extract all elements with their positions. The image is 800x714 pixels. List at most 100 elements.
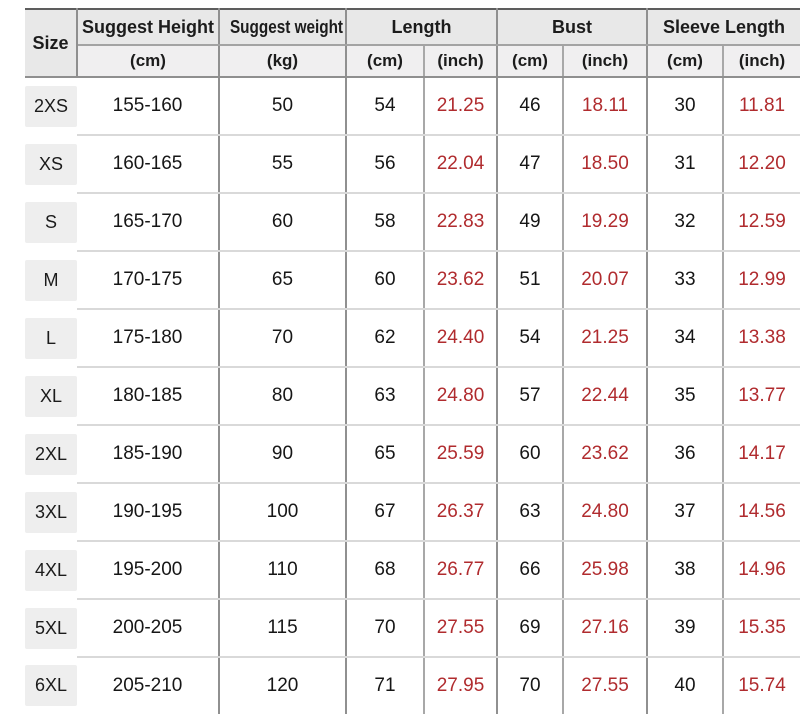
cell-height-cm: 200-205 bbox=[77, 599, 220, 658]
cell-length-inch: 25.59 bbox=[424, 425, 498, 484]
table-row: S 165-170 60 58 22.83 49 19.29 32 12.59 bbox=[25, 193, 800, 252]
cell-length-cm: 71 bbox=[346, 657, 425, 714]
size-chart-table: Size Suggest Height Suggest weight Lengt… bbox=[25, 8, 800, 714]
cell-length-cm: 56 bbox=[346, 135, 425, 194]
header-group-suggest-height: Suggest Height bbox=[77, 8, 220, 46]
cell-weight-kg: 60 bbox=[219, 193, 347, 252]
header-group-length: Length bbox=[346, 8, 498, 46]
cell-sleeve-cm: 32 bbox=[647, 193, 724, 252]
cell-length-cm: 70 bbox=[346, 599, 425, 658]
cell-sleeve-cm: 33 bbox=[647, 251, 724, 310]
cell-weight-kg: 70 bbox=[219, 309, 347, 368]
cell-height-cm: 190-195 bbox=[77, 483, 220, 542]
cell-sleeve-inch: 12.59 bbox=[723, 193, 800, 252]
cell-length-cm: 54 bbox=[346, 77, 425, 136]
size-label: 4XL bbox=[25, 549, 77, 591]
cell-length-inch: 22.83 bbox=[424, 193, 498, 252]
cell-length-inch: 26.37 bbox=[424, 483, 498, 542]
cell-bust-inch: 18.50 bbox=[563, 135, 648, 194]
size-cell: 4XL bbox=[25, 541, 77, 599]
size-label: 5XL bbox=[25, 607, 77, 649]
cell-sleeve-inch: 14.17 bbox=[723, 425, 800, 484]
table-row: XS 160-165 55 56 22.04 47 18.50 31 12.20 bbox=[25, 135, 800, 194]
cell-sleeve-inch: 13.38 bbox=[723, 309, 800, 368]
cell-bust-cm: 46 bbox=[497, 77, 564, 136]
cell-bust-inch: 25.98 bbox=[563, 541, 648, 600]
header-row-units: (cm) (kg) (cm) (inch) (cm) (inch) (cm) (… bbox=[25, 45, 800, 78]
cell-sleeve-inch: 13.77 bbox=[723, 367, 800, 426]
size-cell: S bbox=[25, 193, 77, 251]
header-group-bust: Bust bbox=[497, 8, 648, 46]
cell-bust-cm: 70 bbox=[497, 657, 564, 714]
cell-height-cm: 165-170 bbox=[77, 193, 220, 252]
cell-length-inch: 21.25 bbox=[424, 77, 498, 136]
cell-length-inch: 26.77 bbox=[424, 541, 498, 600]
cell-sleeve-cm: 38 bbox=[647, 541, 724, 600]
size-label: L bbox=[25, 317, 77, 359]
cell-bust-inch: 27.55 bbox=[563, 657, 648, 714]
table-row: 5XL 200-205 115 70 27.55 69 27.16 39 15.… bbox=[25, 599, 800, 658]
cell-sleeve-cm: 39 bbox=[647, 599, 724, 658]
header-unit-height-cm: (cm) bbox=[77, 45, 220, 78]
cell-sleeve-inch: 14.96 bbox=[723, 541, 800, 600]
size-label: 2XS bbox=[25, 86, 77, 127]
cell-bust-cm: 69 bbox=[497, 599, 564, 658]
header-unit-bust-cm: (cm) bbox=[497, 45, 564, 78]
table-row: 3XL 190-195 100 67 26.37 63 24.80 37 14.… bbox=[25, 483, 800, 542]
cell-bust-cm: 54 bbox=[497, 309, 564, 368]
size-label: XL bbox=[25, 375, 77, 417]
table-body: 2XS 155-160 50 54 21.25 46 18.11 30 11.8… bbox=[25, 77, 800, 714]
size-label: 6XL bbox=[25, 665, 77, 706]
header-unit-bust-inch: (inch) bbox=[563, 45, 648, 78]
cell-weight-kg: 55 bbox=[219, 135, 347, 194]
cell-sleeve-inch: 15.35 bbox=[723, 599, 800, 658]
cell-length-cm: 58 bbox=[346, 193, 425, 252]
cell-height-cm: 185-190 bbox=[77, 425, 220, 484]
cell-sleeve-cm: 35 bbox=[647, 367, 724, 426]
size-cell: 2XL bbox=[25, 425, 77, 483]
size-cell: 5XL bbox=[25, 599, 77, 657]
cell-weight-kg: 90 bbox=[219, 425, 347, 484]
cell-weight-kg: 50 bbox=[219, 77, 347, 136]
header-row-groups: Size Suggest Height Suggest weight Lengt… bbox=[25, 8, 800, 78]
size-label: M bbox=[25, 259, 77, 301]
table-row: 2XL 185-190 90 65 25.59 60 23.62 36 14.1… bbox=[25, 425, 800, 484]
header-unit-length-inch: (inch) bbox=[424, 45, 498, 78]
cell-bust-inch: 24.80 bbox=[563, 483, 648, 542]
cell-length-inch: 23.62 bbox=[424, 251, 498, 310]
cell-bust-cm: 49 bbox=[497, 193, 564, 252]
header-unit-sleeve-cm: (cm) bbox=[647, 45, 724, 78]
header-size: Size bbox=[25, 8, 78, 78]
cell-bust-inch: 22.44 bbox=[563, 367, 648, 426]
header-unit-length-cm: (cm) bbox=[346, 45, 425, 78]
cell-bust-inch: 23.62 bbox=[563, 425, 648, 484]
cell-sleeve-inch: 14.56 bbox=[723, 483, 800, 542]
size-cell: XS bbox=[25, 135, 77, 193]
table-row: 4XL 195-200 110 68 26.77 66 25.98 38 14.… bbox=[25, 541, 800, 600]
cell-height-cm: 180-185 bbox=[77, 367, 220, 426]
cell-sleeve-cm: 31 bbox=[647, 135, 724, 194]
cell-bust-cm: 57 bbox=[497, 367, 564, 426]
cell-sleeve-cm: 36 bbox=[647, 425, 724, 484]
cell-height-cm: 155-160 bbox=[77, 77, 220, 136]
cell-sleeve-inch: 12.99 bbox=[723, 251, 800, 310]
size-cell: L bbox=[25, 309, 77, 367]
cell-weight-kg: 100 bbox=[219, 483, 347, 542]
cell-bust-cm: 60 bbox=[497, 425, 564, 484]
header-group-suggest-weight: Suggest weight bbox=[219, 8, 347, 46]
size-cell: M bbox=[25, 251, 77, 309]
cell-height-cm: 160-165 bbox=[77, 135, 220, 194]
cell-bust-cm: 51 bbox=[497, 251, 564, 310]
cell-height-cm: 195-200 bbox=[77, 541, 220, 600]
cell-sleeve-cm: 34 bbox=[647, 309, 724, 368]
header-unit-weight-kg: (kg) bbox=[219, 45, 347, 78]
cell-bust-inch: 18.11 bbox=[563, 77, 648, 136]
cell-length-inch: 24.40 bbox=[424, 309, 498, 368]
cell-bust-cm: 47 bbox=[497, 135, 564, 194]
cell-weight-kg: 80 bbox=[219, 367, 347, 426]
size-cell: 2XS bbox=[25, 77, 77, 135]
cell-sleeve-cm: 37 bbox=[647, 483, 724, 542]
size-cell: 3XL bbox=[25, 483, 77, 541]
cell-sleeve-inch: 12.20 bbox=[723, 135, 800, 194]
